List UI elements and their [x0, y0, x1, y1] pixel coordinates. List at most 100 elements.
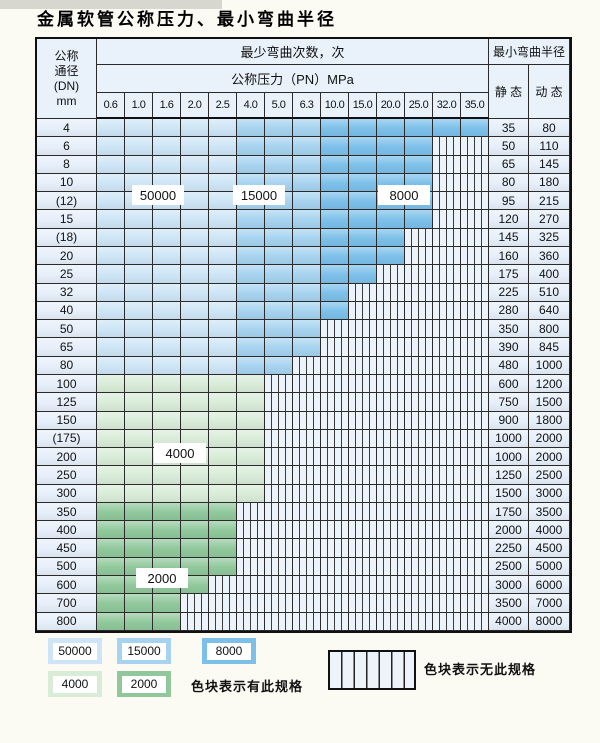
dynamic-cell-6: 110 — [529, 137, 570, 156]
pressure-cell-no-spec — [405, 320, 433, 339]
pressure-cell — [97, 594, 125, 613]
pressure-cell — [153, 265, 181, 284]
pressure-cell — [237, 466, 265, 485]
pressure-cell — [209, 283, 237, 302]
pressure-cell-no-spec — [237, 557, 265, 577]
pn-header: 公称压力（PN）MPa — [97, 65, 489, 93]
pressure-cell-no-spec — [405, 393, 433, 412]
pressure-cell — [181, 393, 209, 412]
pressure-cell — [265, 155, 293, 174]
pressure-header-2.0: 2.0 — [181, 93, 209, 119]
pressure-cell-no-spec — [377, 429, 405, 449]
pressure-cell-no-spec — [293, 448, 321, 467]
pressure-cell — [97, 228, 125, 247]
pressure-cell — [293, 246, 321, 266]
pressure-cell-no-spec — [405, 612, 433, 631]
pressure-cell-no-spec — [377, 539, 405, 558]
pressure-cell-no-spec — [321, 502, 349, 522]
pressure-cell — [293, 173, 321, 193]
pressure-cell — [125, 356, 153, 375]
legend-swatch-label: 50000 — [53, 642, 97, 660]
pressure-cell — [181, 265, 209, 284]
pressure-cell — [209, 484, 237, 503]
pressure-cell — [97, 246, 125, 266]
pressure-cell — [265, 265, 293, 284]
pressure-cell-no-spec — [461, 192, 489, 211]
static-cell-500: 2500 — [489, 557, 529, 577]
dynamic-cell-600: 6000 — [529, 576, 570, 595]
pressure-cell — [153, 137, 181, 156]
pressure-cell-no-spec — [349, 576, 377, 595]
pressure-cell-no-spec — [377, 521, 405, 540]
dynamic-cell-800: 8000 — [529, 612, 570, 631]
pressure-cell-no-spec — [461, 539, 489, 558]
pressure-cell — [237, 137, 265, 156]
pressure-cell-no-spec — [349, 356, 377, 375]
static-cell-8: 65 — [489, 155, 529, 174]
static-cell-250: 1250 — [489, 466, 529, 485]
pressure-cell — [209, 356, 237, 375]
pressure-cell — [461, 119, 489, 138]
legend-swatch-8000: 8000 — [202, 638, 256, 664]
pressure-cell-no-spec — [377, 393, 405, 412]
dn-header-line: 公称 — [54, 48, 79, 63]
pressure-header-35.0: 35.0 — [461, 93, 489, 119]
legend-swatch-label: 2000 — [122, 675, 166, 693]
static-cell-20: 160 — [489, 246, 529, 266]
pressure-cell — [209, 448, 237, 467]
pressure-cell-no-spec — [433, 356, 461, 375]
pressure-cell — [209, 265, 237, 284]
pressure-cell — [97, 557, 125, 577]
pressure-cell-no-spec — [461, 246, 489, 266]
pressure-cell-no-spec — [293, 374, 321, 394]
pressure-cell-no-spec — [293, 484, 321, 503]
pressure-cell-no-spec — [349, 448, 377, 467]
pressure-cell-no-spec — [293, 411, 321, 430]
pressure-cell-no-spec — [265, 448, 293, 467]
pressure-cell-no-spec — [461, 557, 489, 577]
cycles-label-2000: 2000 — [136, 568, 188, 588]
pressure-cell-no-spec — [293, 502, 321, 522]
pressure-cell — [97, 448, 125, 467]
pressure-cell — [125, 119, 153, 138]
dn-cell-6: 6 — [37, 137, 97, 156]
pressure-cell — [405, 137, 433, 156]
pressure-cell — [237, 155, 265, 174]
pressure-cell-no-spec — [433, 265, 461, 284]
pressure-cell-no-spec — [405, 484, 433, 503]
pressure-cell — [125, 265, 153, 284]
dynamic-cell-4: 80 — [529, 119, 570, 138]
pressure-cell — [125, 228, 153, 247]
pressure-cell-no-spec — [321, 338, 349, 357]
pressure-cell-no-spec — [377, 612, 405, 631]
pressure-cell-no-spec — [237, 539, 265, 558]
pressure-cell — [237, 411, 265, 430]
pressure-cell-no-spec — [433, 448, 461, 467]
static-cell-(175): 1000 — [489, 429, 529, 449]
pressure-header-2.5: 2.5 — [209, 93, 237, 119]
pressure-cell-no-spec — [349, 484, 377, 503]
pressure-cell-no-spec — [433, 502, 461, 522]
pressure-cell — [153, 484, 181, 503]
pressure-cell-no-spec — [321, 356, 349, 375]
pressure-cell-no-spec — [405, 265, 433, 284]
pressure-cell — [181, 338, 209, 357]
pressure-cell-no-spec — [349, 521, 377, 540]
dynamic-cell-450: 4500 — [529, 539, 570, 558]
pressure-cell-no-spec — [321, 429, 349, 449]
pressure-cell-no-spec — [433, 429, 461, 449]
dynamic-cell-(18): 325 — [529, 228, 570, 247]
pressure-cell-no-spec — [181, 612, 209, 631]
static-cell-100: 600 — [489, 374, 529, 394]
pressure-cell-no-spec — [349, 283, 377, 302]
pressure-cell-no-spec — [461, 576, 489, 595]
pressure-cell — [321, 192, 349, 211]
static-cell-200: 1000 — [489, 448, 529, 467]
pressure-header-32.0: 32.0 — [433, 93, 461, 119]
pressure-header-0.6: 0.6 — [97, 93, 125, 119]
pressure-cell — [153, 228, 181, 247]
pressure-cell-no-spec — [461, 265, 489, 284]
dn-cell-400: 400 — [37, 521, 97, 540]
pressure-cell-no-spec — [433, 374, 461, 394]
